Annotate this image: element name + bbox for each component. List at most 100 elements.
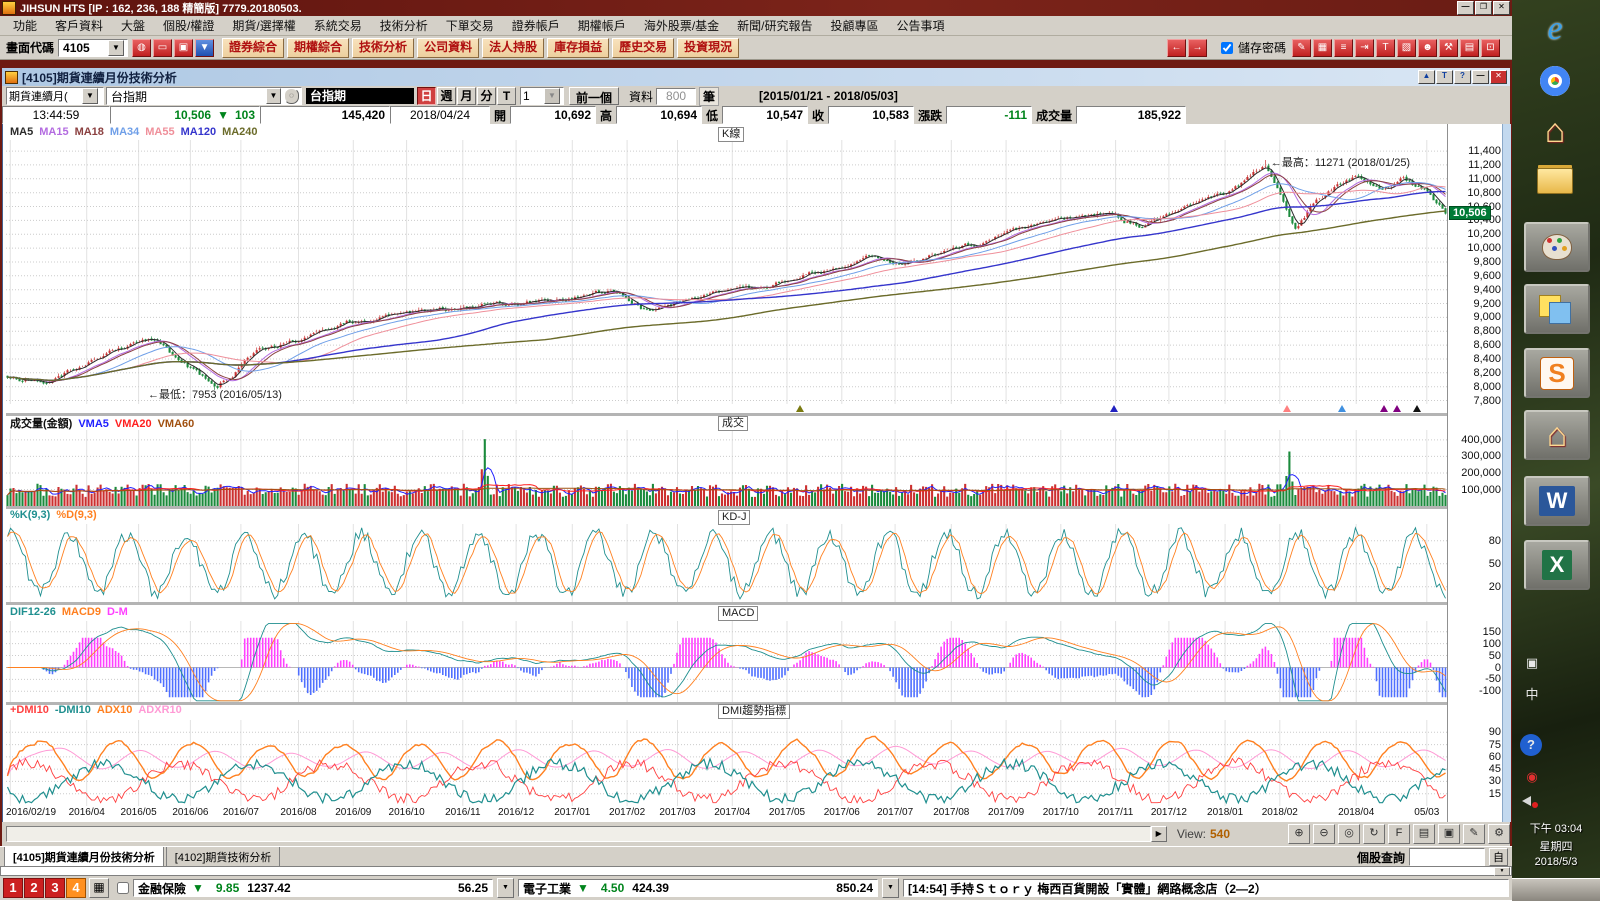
contract-type-combo[interactable]: 期貨連續月( ▼ bbox=[6, 87, 104, 105]
settings-gear-icon[interactable]: ⚙ bbox=[1488, 824, 1510, 844]
menu-item-海外股票/基金[interactable]: 海外股票/基金 bbox=[643, 19, 720, 33]
screen-code-combo[interactable]: ▼ bbox=[58, 38, 129, 57]
zoom-in-icon[interactable]: ⊕ bbox=[1288, 824, 1310, 844]
quick-button-歷史交易[interactable]: 歷史交易 bbox=[612, 37, 675, 58]
draw-icon[interactable]: ✎ bbox=[1292, 38, 1311, 57]
h-scrollbar[interactable] bbox=[6, 826, 1151, 842]
scroll-right-button[interactable]: ▶ bbox=[1150, 826, 1167, 842]
window-icon[interactable]: ⊡ bbox=[1481, 38, 1500, 57]
chevron-down-icon[interactable]: ▼ bbox=[266, 88, 281, 104]
menu-item-個股/權證[interactable]: 個股/權證 bbox=[163, 19, 215, 33]
export-icon[interactable]: ⇥ bbox=[1355, 38, 1374, 57]
tools-icon[interactable]: ⚒ bbox=[1439, 38, 1458, 57]
chart-icon[interactable]: ▦ bbox=[1313, 38, 1332, 57]
alert-tray-icon[interactable]: ◉ bbox=[1526, 769, 1538, 784]
tab-[4105]期貨連續月份技術分析[interactable]: [4105]期貨連續月份技術分析 bbox=[4, 846, 164, 868]
s-app-icon[interactable]: S bbox=[1524, 348, 1590, 398]
quick-button-法人持股[interactable]: 法人持股 bbox=[482, 37, 545, 58]
ime-tray-icon[interactable]: 中 bbox=[1525, 687, 1539, 702]
period-button-月[interactable]: 月 bbox=[457, 87, 476, 105]
quick-button-期權綜合[interactable]: 期權綜合 bbox=[287, 37, 350, 58]
home2-icon[interactable]: ⌂ bbox=[1524, 410, 1590, 460]
copy-chart-icon[interactable]: ▤ bbox=[1413, 824, 1435, 844]
back-icon[interactable]: ← bbox=[1166, 38, 1186, 57]
price-chart[interactable] bbox=[6, 140, 1447, 404]
period-button-分[interactable]: 分 bbox=[477, 87, 496, 105]
word-icon[interactable]: W bbox=[1524, 476, 1590, 526]
speaker-icon[interactable] bbox=[1522, 796, 1531, 806]
close-icon[interactable]: ✕ bbox=[1490, 70, 1507, 84]
magnifier-icon[interactable]: ◌ bbox=[284, 88, 299, 104]
chrome-icon[interactable] bbox=[1524, 58, 1586, 104]
snapshot-icon[interactable]: ▣ bbox=[174, 38, 194, 57]
folder-icon[interactable] bbox=[1524, 158, 1586, 204]
chevron-down-icon[interactable]: ▼ bbox=[497, 878, 514, 898]
previous-button[interactable]: 前一個 bbox=[569, 87, 620, 105]
dmi-chart[interactable] bbox=[6, 720, 1447, 806]
period-button-週[interactable]: 週 bbox=[437, 87, 456, 105]
list-icon[interactable]: ≡ bbox=[1334, 38, 1353, 57]
display-tray-icon[interactable]: ▣ bbox=[1525, 655, 1539, 670]
chevron-down-icon[interactable]: ▼ bbox=[108, 39, 125, 56]
chevron-down-icon[interactable]: ▼ bbox=[882, 878, 899, 898]
zoom-out-icon[interactable]: ⊖ bbox=[1313, 824, 1335, 844]
ticker-checkbox[interactable] bbox=[117, 882, 129, 894]
refresh-icon[interactable]: ↻ bbox=[1363, 824, 1385, 844]
text-tool-icon[interactable]: T bbox=[1436, 70, 1453, 84]
help-tray-icon[interactable]: ? bbox=[1520, 734, 1542, 756]
data-count-input[interactable] bbox=[656, 87, 697, 105]
menu-item-新聞/研究報告[interactable]: 新聞/研究報告 bbox=[737, 19, 813, 33]
excel-icon[interactable]: X bbox=[1524, 540, 1590, 590]
chevron-down-icon[interactable]: ▼ bbox=[544, 88, 560, 104]
maximize-icon[interactable]: ❐ bbox=[1475, 1, 1492, 15]
period-button-日[interactable]: 日 bbox=[417, 87, 436, 105]
chart-tool-icon[interactable]: ▲ bbox=[1418, 70, 1435, 84]
notes-icon[interactable] bbox=[1524, 284, 1590, 334]
save-password-checkbox[interactable] bbox=[1220, 41, 1233, 54]
quick-button-庫存損益[interactable]: 庫存損益 bbox=[547, 37, 610, 58]
user-icon[interactable]: ☻ bbox=[1418, 38, 1437, 57]
ticker-page-button-4[interactable]: 4 bbox=[66, 878, 86, 898]
new-window-icon[interactable]: ▣ bbox=[1438, 824, 1460, 844]
palette-icon[interactable] bbox=[1524, 222, 1590, 272]
tab-[4102]期貨技術分析[interactable]: [4102]期貨技術分析 bbox=[165, 846, 281, 868]
period-button-T[interactable]: T bbox=[497, 87, 516, 105]
edit-icon[interactable]: ▧ bbox=[1397, 38, 1416, 57]
menu-item-技術分析[interactable]: 技術分析 bbox=[379, 19, 428, 33]
home-icon[interactable]: ⌂ bbox=[1544, 112, 1566, 150]
interval-combo[interactable]: 1 ▼ bbox=[520, 87, 564, 105]
menu-item-下單交易[interactable]: 下單交易 bbox=[445, 19, 494, 33]
print-icon[interactable]: ▤ bbox=[1460, 38, 1479, 57]
screen-code-input[interactable] bbox=[61, 40, 106, 55]
dropdown-icon[interactable]: ▼ bbox=[195, 38, 215, 57]
symbol-search-combo[interactable]: ▼ ◌ bbox=[106, 87, 302, 105]
quick-button-公司資料[interactable]: 公司資料 bbox=[417, 37, 480, 58]
ticker-page-button-2[interactable]: 2 bbox=[24, 878, 44, 898]
quick-button-證券綜合[interactable]: 證券綜合 bbox=[222, 37, 285, 58]
kd-chart[interactable] bbox=[6, 524, 1447, 602]
ticker-page-button-3[interactable]: 3 bbox=[45, 878, 65, 898]
symbol-search-input[interactable] bbox=[109, 89, 263, 103]
menu-item-功能[interactable]: 功能 bbox=[13, 19, 38, 33]
quick-button-技術分析[interactable]: 技術分析 bbox=[352, 37, 415, 58]
text-icon[interactable]: T bbox=[1376, 38, 1395, 57]
calendar-icon[interactable]: ▦ bbox=[89, 878, 109, 898]
menu-item-期權帳戶[interactable]: 期權帳戶 bbox=[577, 19, 626, 33]
volume-chart[interactable] bbox=[6, 430, 1447, 506]
help-icon[interactable]: ? bbox=[1454, 70, 1471, 84]
menu-item-系統交易[interactable]: 系統交易 bbox=[313, 19, 362, 33]
close-icon[interactable]: ✕ bbox=[1493, 1, 1510, 15]
chevron-down-icon[interactable]: ▼ bbox=[1494, 867, 1510, 876]
menu-item-公告事項[interactable]: 公告事項 bbox=[896, 19, 945, 33]
quick-button-投資現況[interactable]: 投資現況 bbox=[677, 37, 740, 58]
forward-icon[interactable]: → bbox=[1187, 38, 1207, 57]
menu-item-大盤[interactable]: 大盤 bbox=[121, 19, 146, 33]
menu-item-投顧專區[interactable]: 投顧專區 bbox=[830, 19, 879, 33]
menu-item-期貨/選擇權[interactable]: 期貨/選擇權 bbox=[232, 19, 296, 33]
macd-chart[interactable] bbox=[6, 621, 1447, 702]
chevron-down-icon[interactable]: ▼ bbox=[82, 88, 98, 104]
auto-button[interactable]: 自 bbox=[1489, 848, 1508, 866]
magnifier-icon[interactable]: ◎ bbox=[1338, 824, 1360, 844]
indicator-settings-icon[interactable]: F bbox=[1388, 824, 1410, 844]
menu-item-客戶資料[interactable]: 客戶資料 bbox=[55, 19, 104, 33]
